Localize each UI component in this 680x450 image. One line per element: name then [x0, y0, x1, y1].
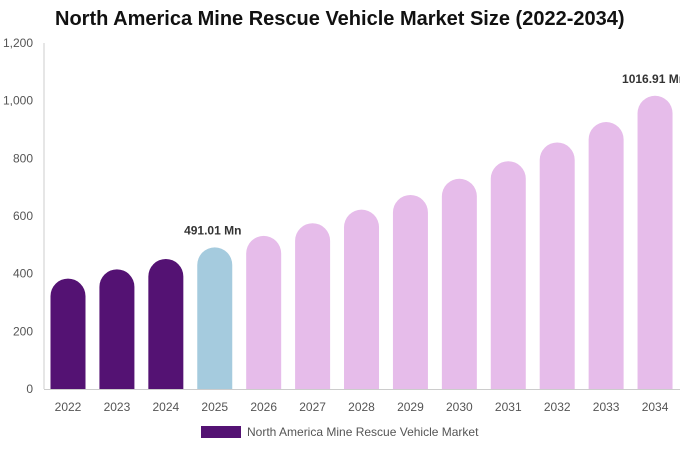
bar-2031[interactable] [490, 161, 526, 389]
y-tick-label: 800 [13, 151, 33, 165]
legend-label: North America Mine Rescue Vehicle Market [247, 425, 479, 439]
x-tick-label: 2031 [495, 400, 522, 414]
y-tick-label: 0 [26, 382, 33, 396]
bar-2025[interactable] [197, 247, 233, 389]
x-tick-label: 2034 [642, 400, 669, 414]
y-axis: 0 200 400 600 800 1,000 1,200 [3, 36, 45, 396]
x-tick-label: 2027 [299, 400, 326, 414]
x-tick-label: 2023 [104, 400, 131, 414]
x-tick-label: 2029 [397, 400, 424, 414]
x-tick-label: 2033 [593, 400, 620, 414]
bar-2030[interactable] [441, 178, 477, 389]
bar-2026[interactable] [246, 235, 282, 389]
x-axis: 2022 2023 2024 2025 2026 2027 2028 2029 2030 2031… [44, 389, 680, 414]
x-tick-label: 2032 [544, 400, 571, 414]
data-label-2025: 491.01 Mn [184, 223, 241, 237]
data-labels: 491.01 Mn 1016.91 Mn [184, 72, 680, 238]
bar-2022[interactable] [50, 278, 86, 389]
y-tick-label: 400 [13, 267, 33, 281]
bar-2027[interactable] [295, 223, 331, 389]
y-tick-label: 1,200 [3, 36, 33, 50]
y-tick-label: 1,000 [3, 94, 33, 108]
x-tick-label: 2024 [152, 400, 179, 414]
x-tick-label: 2022 [55, 400, 82, 414]
bar-2024[interactable] [148, 258, 184, 389]
x-tick-label: 2026 [250, 400, 277, 414]
x-tick-label: 2028 [348, 400, 375, 414]
legend-swatch [201, 426, 241, 438]
bar-2034[interactable] [637, 95, 673, 389]
chart-title: North America Mine Rescue Vehicle Market… [55, 8, 625, 30]
data-label-2034: 1016.91 Mn [622, 72, 680, 86]
x-tick-label: 2025 [201, 400, 228, 414]
bars [50, 95, 673, 389]
bar-2033[interactable] [588, 122, 624, 389]
y-tick-label: 600 [13, 209, 33, 223]
bar-2032[interactable] [539, 142, 575, 389]
bar-2028[interactable] [344, 209, 380, 389]
y-tick-label: 200 [13, 324, 33, 338]
legend[interactable]: North America Mine Rescue Vehicle Market [201, 425, 478, 439]
bar-2029[interactable] [392, 194, 428, 389]
x-tick-label: 2030 [446, 400, 473, 414]
bar-2023[interactable] [99, 269, 135, 389]
